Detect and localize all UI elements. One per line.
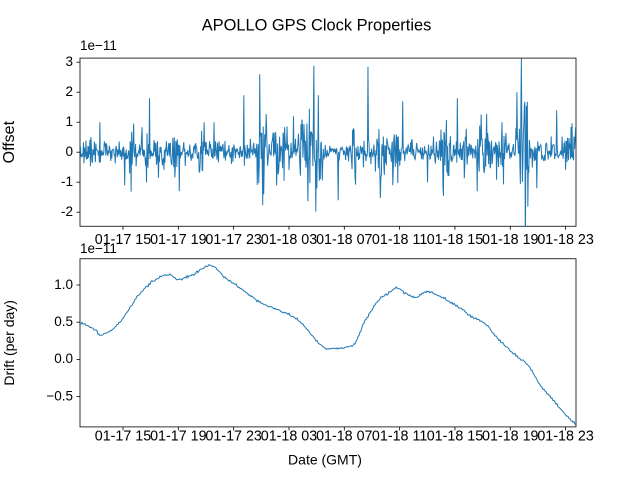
svg-text:01-17 15: 01-17 15 — [95, 428, 151, 444]
svg-text:-2: -2 — [61, 204, 73, 219]
svg-text:2: 2 — [65, 84, 73, 99]
svg-text:−0.5: −0.5 — [46, 388, 73, 403]
svg-text:01-18 07: 01-18 07 — [316, 428, 372, 444]
svg-text:Date (GMT): Date (GMT) — [288, 452, 362, 468]
svg-text:01-18 11: 01-18 11 — [372, 232, 427, 248]
svg-text:01-18 15: 01-18 15 — [427, 428, 483, 444]
svg-text:01-18 03: 01-18 03 — [261, 428, 317, 444]
svg-text:01-18 03: 01-18 03 — [261, 232, 317, 248]
svg-text:01-17 23: 01-17 23 — [205, 428, 261, 444]
svg-text:Offset: Offset — [1, 120, 18, 163]
svg-text:1e−11: 1e−11 — [80, 241, 117, 256]
svg-text:01-18 07: 01-18 07 — [316, 232, 372, 248]
svg-text:APOLLO GPS Clock Properties: APOLLO GPS Clock Properties — [202, 17, 432, 35]
svg-text:01-17 23: 01-17 23 — [205, 232, 261, 248]
svg-text:01-17 19: 01-17 19 — [150, 232, 206, 248]
svg-text:1e−11: 1e−11 — [80, 38, 117, 53]
svg-text:01-18 11: 01-18 11 — [372, 428, 427, 444]
svg-text:1.0: 1.0 — [54, 277, 73, 292]
svg-text:0.0: 0.0 — [54, 351, 73, 366]
svg-text:-1: -1 — [61, 174, 73, 189]
svg-text:0.5: 0.5 — [54, 314, 73, 329]
svg-text:3: 3 — [65, 54, 73, 69]
svg-text:01-18 15: 01-18 15 — [427, 232, 483, 248]
svg-text:01-17 19: 01-17 19 — [150, 428, 206, 444]
svg-text:01-18 23: 01-18 23 — [537, 232, 593, 248]
svg-text:1: 1 — [65, 114, 73, 129]
svg-text:01-18 19: 01-18 19 — [482, 428, 538, 444]
svg-text:01-18 19: 01-18 19 — [482, 232, 538, 248]
svg-text:0: 0 — [65, 144, 73, 159]
svg-text:01-18 23: 01-18 23 — [537, 428, 593, 444]
svg-text:Drift (per day): Drift (per day) — [1, 300, 17, 386]
